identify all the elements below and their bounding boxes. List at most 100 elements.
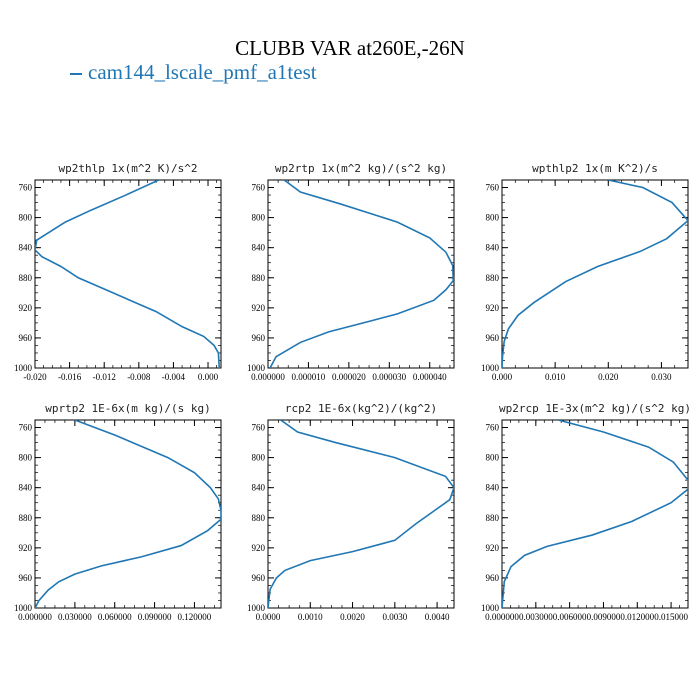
plot-frame <box>34 179 222 369</box>
y-tick-label: 920 <box>252 543 266 553</box>
y-tick-label: 880 <box>252 513 266 523</box>
x-tick-label: 0.000000 <box>251 372 285 382</box>
subplot-title: wp2rcp 1E-3x(m^2 kg)/(s^2 kg) <box>499 402 691 415</box>
x-tick-label: -0.008 <box>127 372 151 382</box>
y-tick-label: 960 <box>19 333 33 343</box>
y-tick-label: 1000 <box>481 603 500 613</box>
x-tick-label: 0.000020 <box>332 372 366 382</box>
y-tick-label: 800 <box>19 453 33 463</box>
y-tick-label: 1000 <box>14 363 33 373</box>
legend-label: cam144_lscale_pmf_a1test <box>88 60 317 84</box>
y-tick-label: 800 <box>486 213 500 223</box>
y-tick-label: 840 <box>19 243 33 253</box>
y-tick-label: 880 <box>252 273 266 283</box>
subplot-title: wp2rtp 1x(m^2 kg)/(s^2 kg) <box>275 162 447 175</box>
y-tick-label: 880 <box>486 273 500 283</box>
x-tick-label: 0.020 <box>598 372 619 382</box>
y-tick-label: 920 <box>486 543 500 553</box>
y-tick-label: 760 <box>252 183 266 193</box>
plot-frame <box>267 179 455 369</box>
y-tick-label: 760 <box>486 183 500 193</box>
y-tick-label: 800 <box>19 213 33 223</box>
y-tick-label: 840 <box>486 483 500 493</box>
x-tick-label: 0.060000 <box>98 612 132 622</box>
x-tick-label: 0.000000 <box>485 612 519 622</box>
y-tick-label: 960 <box>252 573 266 583</box>
y-tick-label: 960 <box>19 573 33 583</box>
x-tick-label: 0.009000 <box>587 612 621 622</box>
x-tick-label: 0.030000 <box>58 612 92 622</box>
x-tick-label: 0.012000 <box>620 612 654 622</box>
subplot-title: wprtp2 1E-6x(m kg)/(s kg) <box>45 402 211 415</box>
y-tick-label: 840 <box>19 483 33 493</box>
y-tick-label: 760 <box>19 183 33 193</box>
y-tick-label: 960 <box>252 333 266 343</box>
x-tick-label: 0.0010 <box>298 612 323 622</box>
y-tick-label: 760 <box>486 423 500 433</box>
x-tick-label: 0.006000 <box>553 612 587 622</box>
x-tick-label: 0.120000 <box>178 612 212 622</box>
subplot-3: wpthlp2 1x(m K^2)/s 0.000 0.010 0.020 0.030 7… <box>481 162 689 382</box>
series-line <box>268 420 454 608</box>
y-tick-label: 1000 <box>247 363 266 373</box>
x-tick-label: 0.000010 <box>292 372 326 382</box>
series-line <box>35 180 221 368</box>
y-tick-label: 800 <box>252 213 266 223</box>
x-tick-label: 0.0030 <box>382 612 407 622</box>
plot-frame <box>501 179 689 369</box>
y-tick-label: 920 <box>19 303 33 313</box>
series-line <box>35 420 221 608</box>
y-tick-label: 880 <box>486 513 500 523</box>
legend: cam144_lscale_pmf_a1test <box>70 60 317 85</box>
y-tick-label: 760 <box>252 423 266 433</box>
y-tick-label: 760 <box>19 423 33 433</box>
x-tick-label: 0.0000 <box>256 612 281 622</box>
y-tick-label: 960 <box>486 573 500 583</box>
plot-frame <box>501 419 689 609</box>
x-tick-label: 0.0040 <box>425 612 450 622</box>
x-tick-label: -0.020 <box>23 372 47 382</box>
subplot-1: wp2thlp 1x(m^2 K)/s^2 -0.020 -0.016 -0.012 -… <box>14 162 222 382</box>
plot-frame <box>267 419 455 609</box>
y-tick-label: 880 <box>19 513 33 523</box>
figure-title: CLUBB VAR at260E,-26N <box>235 36 465 60</box>
subplot-4: wprtp2 1E-6x(m kg)/(s kg) 0.000000 0.03000… <box>14 402 222 622</box>
x-tick-label: 0.000000 <box>18 612 52 622</box>
x-tick-label: -0.004 <box>162 372 186 382</box>
y-tick-label: 920 <box>19 543 33 553</box>
x-tick-label: 0.000 <box>492 372 513 382</box>
series-line <box>502 180 688 368</box>
y-tick-label: 800 <box>252 453 266 463</box>
subplot-5: rcp2 1E-6x(kg^2)/(kg^2) 0.0000 0.0010 0.002… <box>247 402 455 622</box>
x-tick-label: 0.090000 <box>138 612 172 622</box>
x-tick-label: 0.0020 <box>340 612 365 622</box>
subplot-6: wp2rcp 1E-3x(m^2 kg)/(s^2 kg)0.000000 0.0… <box>481 402 691 622</box>
x-tick-label: -0.012 <box>93 372 116 382</box>
series-line <box>502 420 688 608</box>
subplot-title: wpthlp2 1x(m K^2)/s <box>532 162 658 175</box>
y-tick-label: 840 <box>486 243 500 253</box>
subplot-2: wp2rtp 1x(m^2 kg)/(s^2 kg) 0.000000 0.0000… <box>247 162 455 382</box>
x-tick-label: 0.000030 <box>372 372 406 382</box>
x-tick-label: 0.015000 <box>654 612 688 622</box>
subplot-title: wp2thlp 1x(m^2 K)/s^2 <box>58 162 197 175</box>
y-tick-label: 840 <box>252 483 266 493</box>
series-line <box>269 180 454 368</box>
y-tick-label: 920 <box>486 303 500 313</box>
x-tick-label: 0.003000 <box>519 612 553 622</box>
y-tick-label: 1000 <box>481 363 500 373</box>
subplot-title: rcp2 1E-6x(kg^2)/(kg^2) <box>285 402 437 415</box>
x-tick-label: 0.010 <box>545 372 566 382</box>
x-tick-label: -0.016 <box>58 372 82 382</box>
y-tick-label: 1000 <box>14 603 33 613</box>
y-tick-label: 1000 <box>247 603 266 613</box>
x-tick-label: 0.030 <box>651 372 672 382</box>
x-tick-label: 0.000 <box>198 372 219 382</box>
y-tick-label: 880 <box>19 273 33 283</box>
legend-line-swatch <box>70 73 82 76</box>
y-tick-label: 960 <box>486 333 500 343</box>
x-tick-label: 0.000040 <box>413 372 447 382</box>
y-tick-label: 800 <box>486 453 500 463</box>
y-tick-label: 840 <box>252 243 266 253</box>
